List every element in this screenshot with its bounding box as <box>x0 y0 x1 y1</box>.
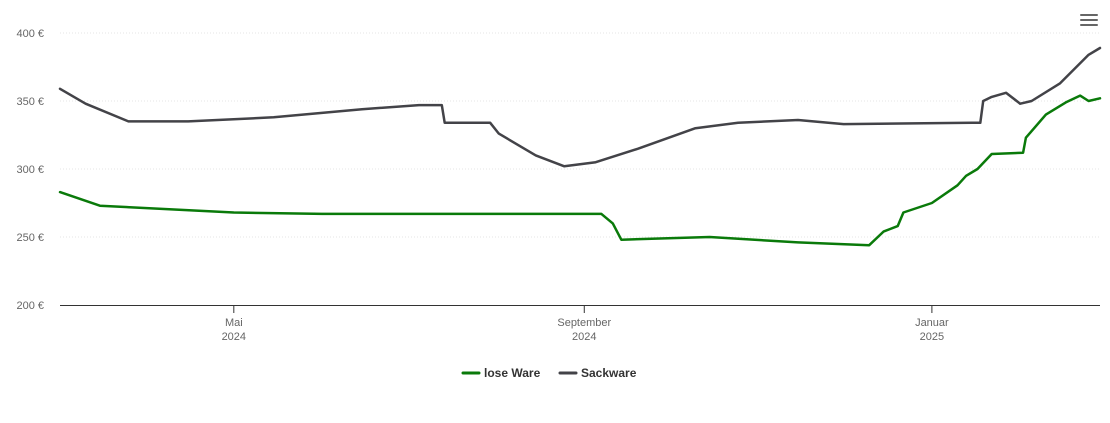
x-tick-label-year: 2024 <box>222 331 246 343</box>
x-tick-label-year: 2025 <box>920 331 944 343</box>
legend[interactable]: lose Ware Sackware <box>461 366 637 380</box>
legend-label: lose Ware <box>484 366 541 380</box>
x-axis: Mai 2024 September 2024 Januar 2025 <box>222 305 949 343</box>
legend-item-1[interactable]: Sackware <box>558 366 637 380</box>
y-tick-label: 350 € <box>16 96 44 108</box>
y-tick-label: 250 € <box>16 232 44 244</box>
menu-icon[interactable] <box>1080 14 1098 28</box>
x-tick-label-month: Mai <box>225 317 243 329</box>
series-line-1[interactable] <box>58 46 1102 168</box>
grid-lines <box>60 32 1100 238</box>
y-tick-label: 400 € <box>16 28 44 40</box>
y-tick-label: 200 € <box>16 300 44 312</box>
x-tick-label-month: September <box>557 317 611 329</box>
legend-item-0[interactable]: lose Ware <box>461 366 541 380</box>
legend-label: Sackware <box>581 366 637 380</box>
y-tick-label: 300 € <box>16 164 44 176</box>
x-tick-label-year: 2024 <box>572 331 596 343</box>
series-line-0[interactable] <box>58 94 1102 247</box>
y-axis: 200 € 250 € 300 € 350 € 400 € <box>16 28 44 312</box>
series-lines <box>58 46 1102 247</box>
x-tick-label-month: Januar <box>915 317 949 329</box>
